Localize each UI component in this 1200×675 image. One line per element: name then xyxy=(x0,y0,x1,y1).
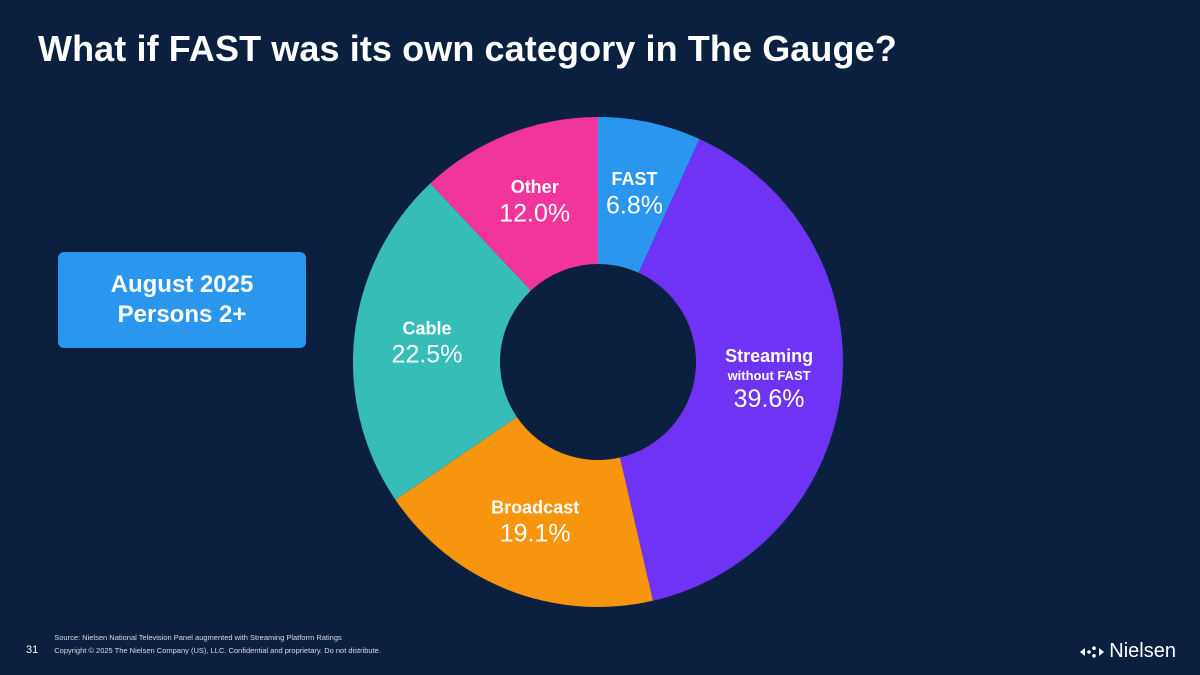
slice-cable xyxy=(352,183,531,500)
slice-subname-streaming: without FAST xyxy=(727,368,811,383)
footer: 31 Source: Nielsen National Television P… xyxy=(26,631,381,657)
nielsen-logo: Nielsen xyxy=(1080,640,1176,663)
slice-value-broadcast: 19.1% xyxy=(500,520,571,548)
slice-label-other: Other 12.0% xyxy=(499,177,570,227)
slice-value-streaming: 39.6% xyxy=(734,385,805,413)
slice-name-cable: Cable xyxy=(402,318,451,338)
slice-other xyxy=(430,117,598,291)
nielsen-logo-icon xyxy=(1080,645,1105,658)
page-title: What if FAST was its own category in The… xyxy=(38,28,897,69)
donut-slices xyxy=(352,117,843,607)
copyright-note: Copyright © 2025 The Nielsen Company (US… xyxy=(54,646,381,655)
slice-name-other: Other xyxy=(511,177,559,197)
period-badge: August 2025 Persons 2+ xyxy=(58,252,306,348)
slice-name-fast: FAST xyxy=(611,169,657,189)
slice-broadcast xyxy=(395,417,653,607)
slice-name-broadcast: Broadcast xyxy=(491,497,579,517)
slice-fast xyxy=(598,117,700,273)
period-audience: Persons 2+ xyxy=(117,301,247,328)
slice-streaming xyxy=(619,139,843,601)
slice-label-broadcast: Broadcast 19.1% xyxy=(491,497,579,547)
footnotes: Source: Nielsen National Television Pane… xyxy=(54,631,381,657)
source-note: Source: Nielsen National Television Pane… xyxy=(54,633,342,642)
slice-label-streaming: Streaming without FAST 39.6% xyxy=(725,346,813,413)
slice-value-cable: 22.5% xyxy=(392,341,463,369)
page-number: 31 xyxy=(26,644,39,656)
slice-value-other: 12.0% xyxy=(499,200,570,228)
period-month: August 2025 xyxy=(110,271,254,298)
slice-label-cable: Cable 22.5% xyxy=(392,318,463,368)
slice-value-fast: 6.8% xyxy=(606,191,663,219)
slice-name-streaming: Streaming xyxy=(725,346,813,366)
nielsen-wordmark: Nielsen xyxy=(1109,640,1176,662)
